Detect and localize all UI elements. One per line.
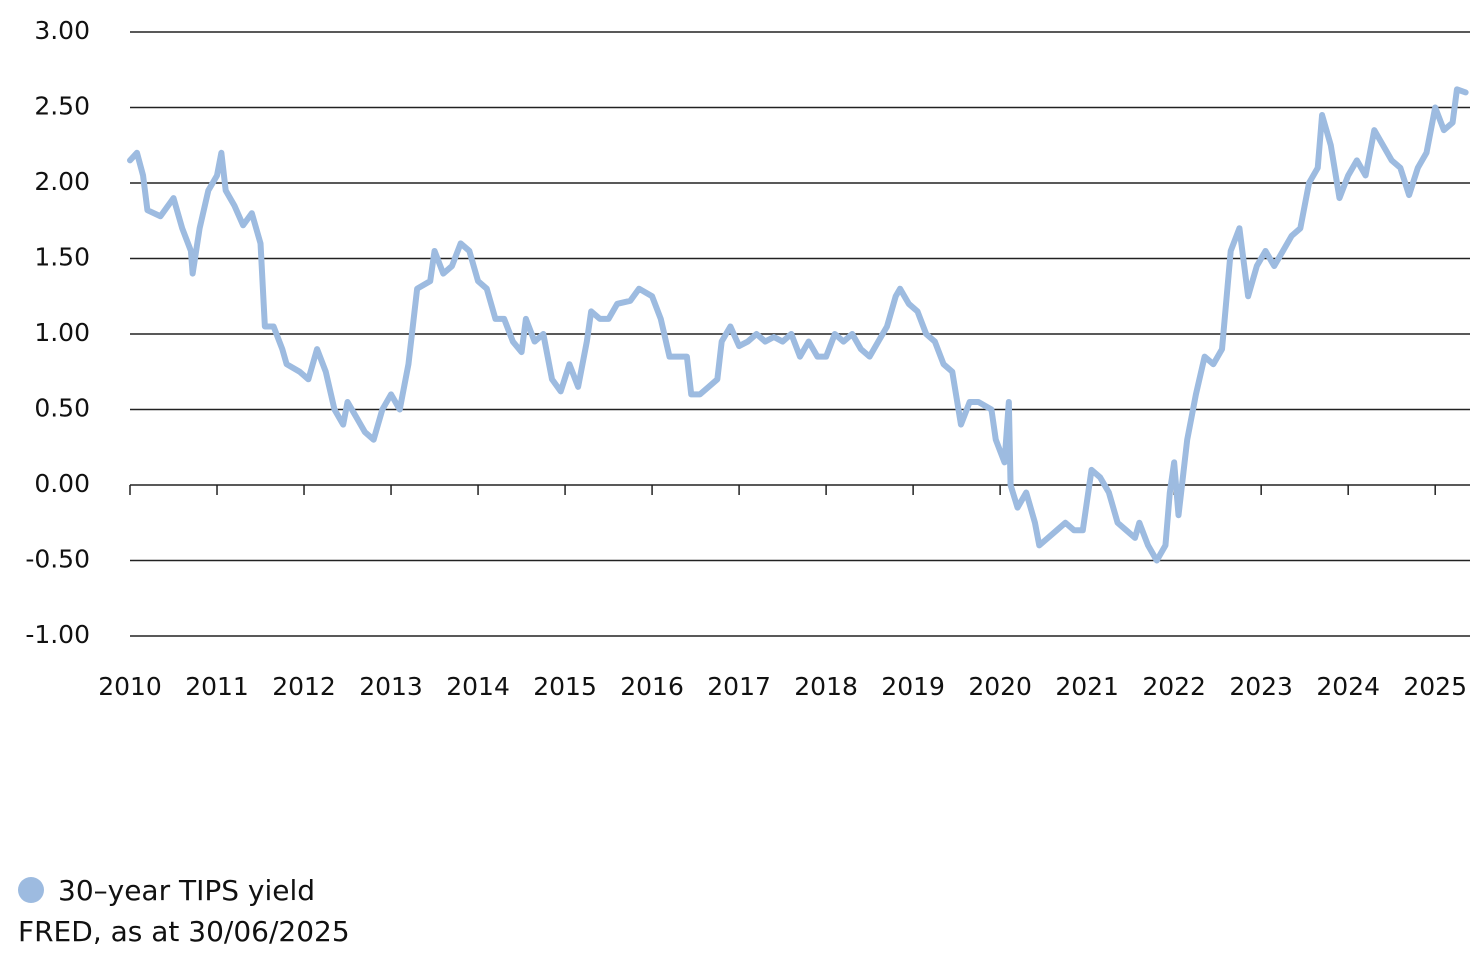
x-tick-label: 2014 [446, 672, 510, 701]
x-tick-label: 2012 [272, 672, 336, 701]
y-tick-label: 2.00 [34, 167, 90, 196]
series-line [127, 86, 1469, 564]
x-tick-label: 2025 [1403, 672, 1467, 701]
y-tick-label: 0.00 [34, 469, 90, 498]
x-tick-label: 2021 [1055, 672, 1119, 701]
y-tick-label: 1.50 [34, 243, 90, 272]
y-tick-label: 0.50 [34, 394, 90, 423]
source: FRED, as at 30/06/2025 [18, 915, 350, 948]
y-tick-label: 1.00 [34, 318, 90, 347]
y-tick-label: -1.00 [25, 620, 90, 649]
x-tick-label: 2013 [359, 672, 423, 701]
x-tick-label: 2023 [1229, 672, 1293, 701]
x-tick-label: 2016 [620, 672, 684, 701]
x-tick-label: 2017 [707, 672, 771, 701]
legend-swatch [18, 877, 44, 903]
x-tick-label: 2024 [1316, 672, 1380, 701]
x-tick-label: 2020 [968, 672, 1032, 701]
x-tick-label: 2019 [881, 672, 945, 701]
x-tick-label: 2010 [98, 672, 162, 701]
y-tick-label: 3.00 [34, 16, 90, 45]
x-tick-label: 2022 [1142, 672, 1206, 701]
x-tick-label: 2018 [794, 672, 858, 701]
x-tick-label: 2011 [185, 672, 249, 701]
legend-label: 30–year TIPS yield [58, 874, 315, 907]
x-tick-label: 2015 [533, 672, 597, 701]
y-tick-label: 2.50 [34, 92, 90, 121]
y-tick-label: -0.50 [25, 545, 90, 574]
